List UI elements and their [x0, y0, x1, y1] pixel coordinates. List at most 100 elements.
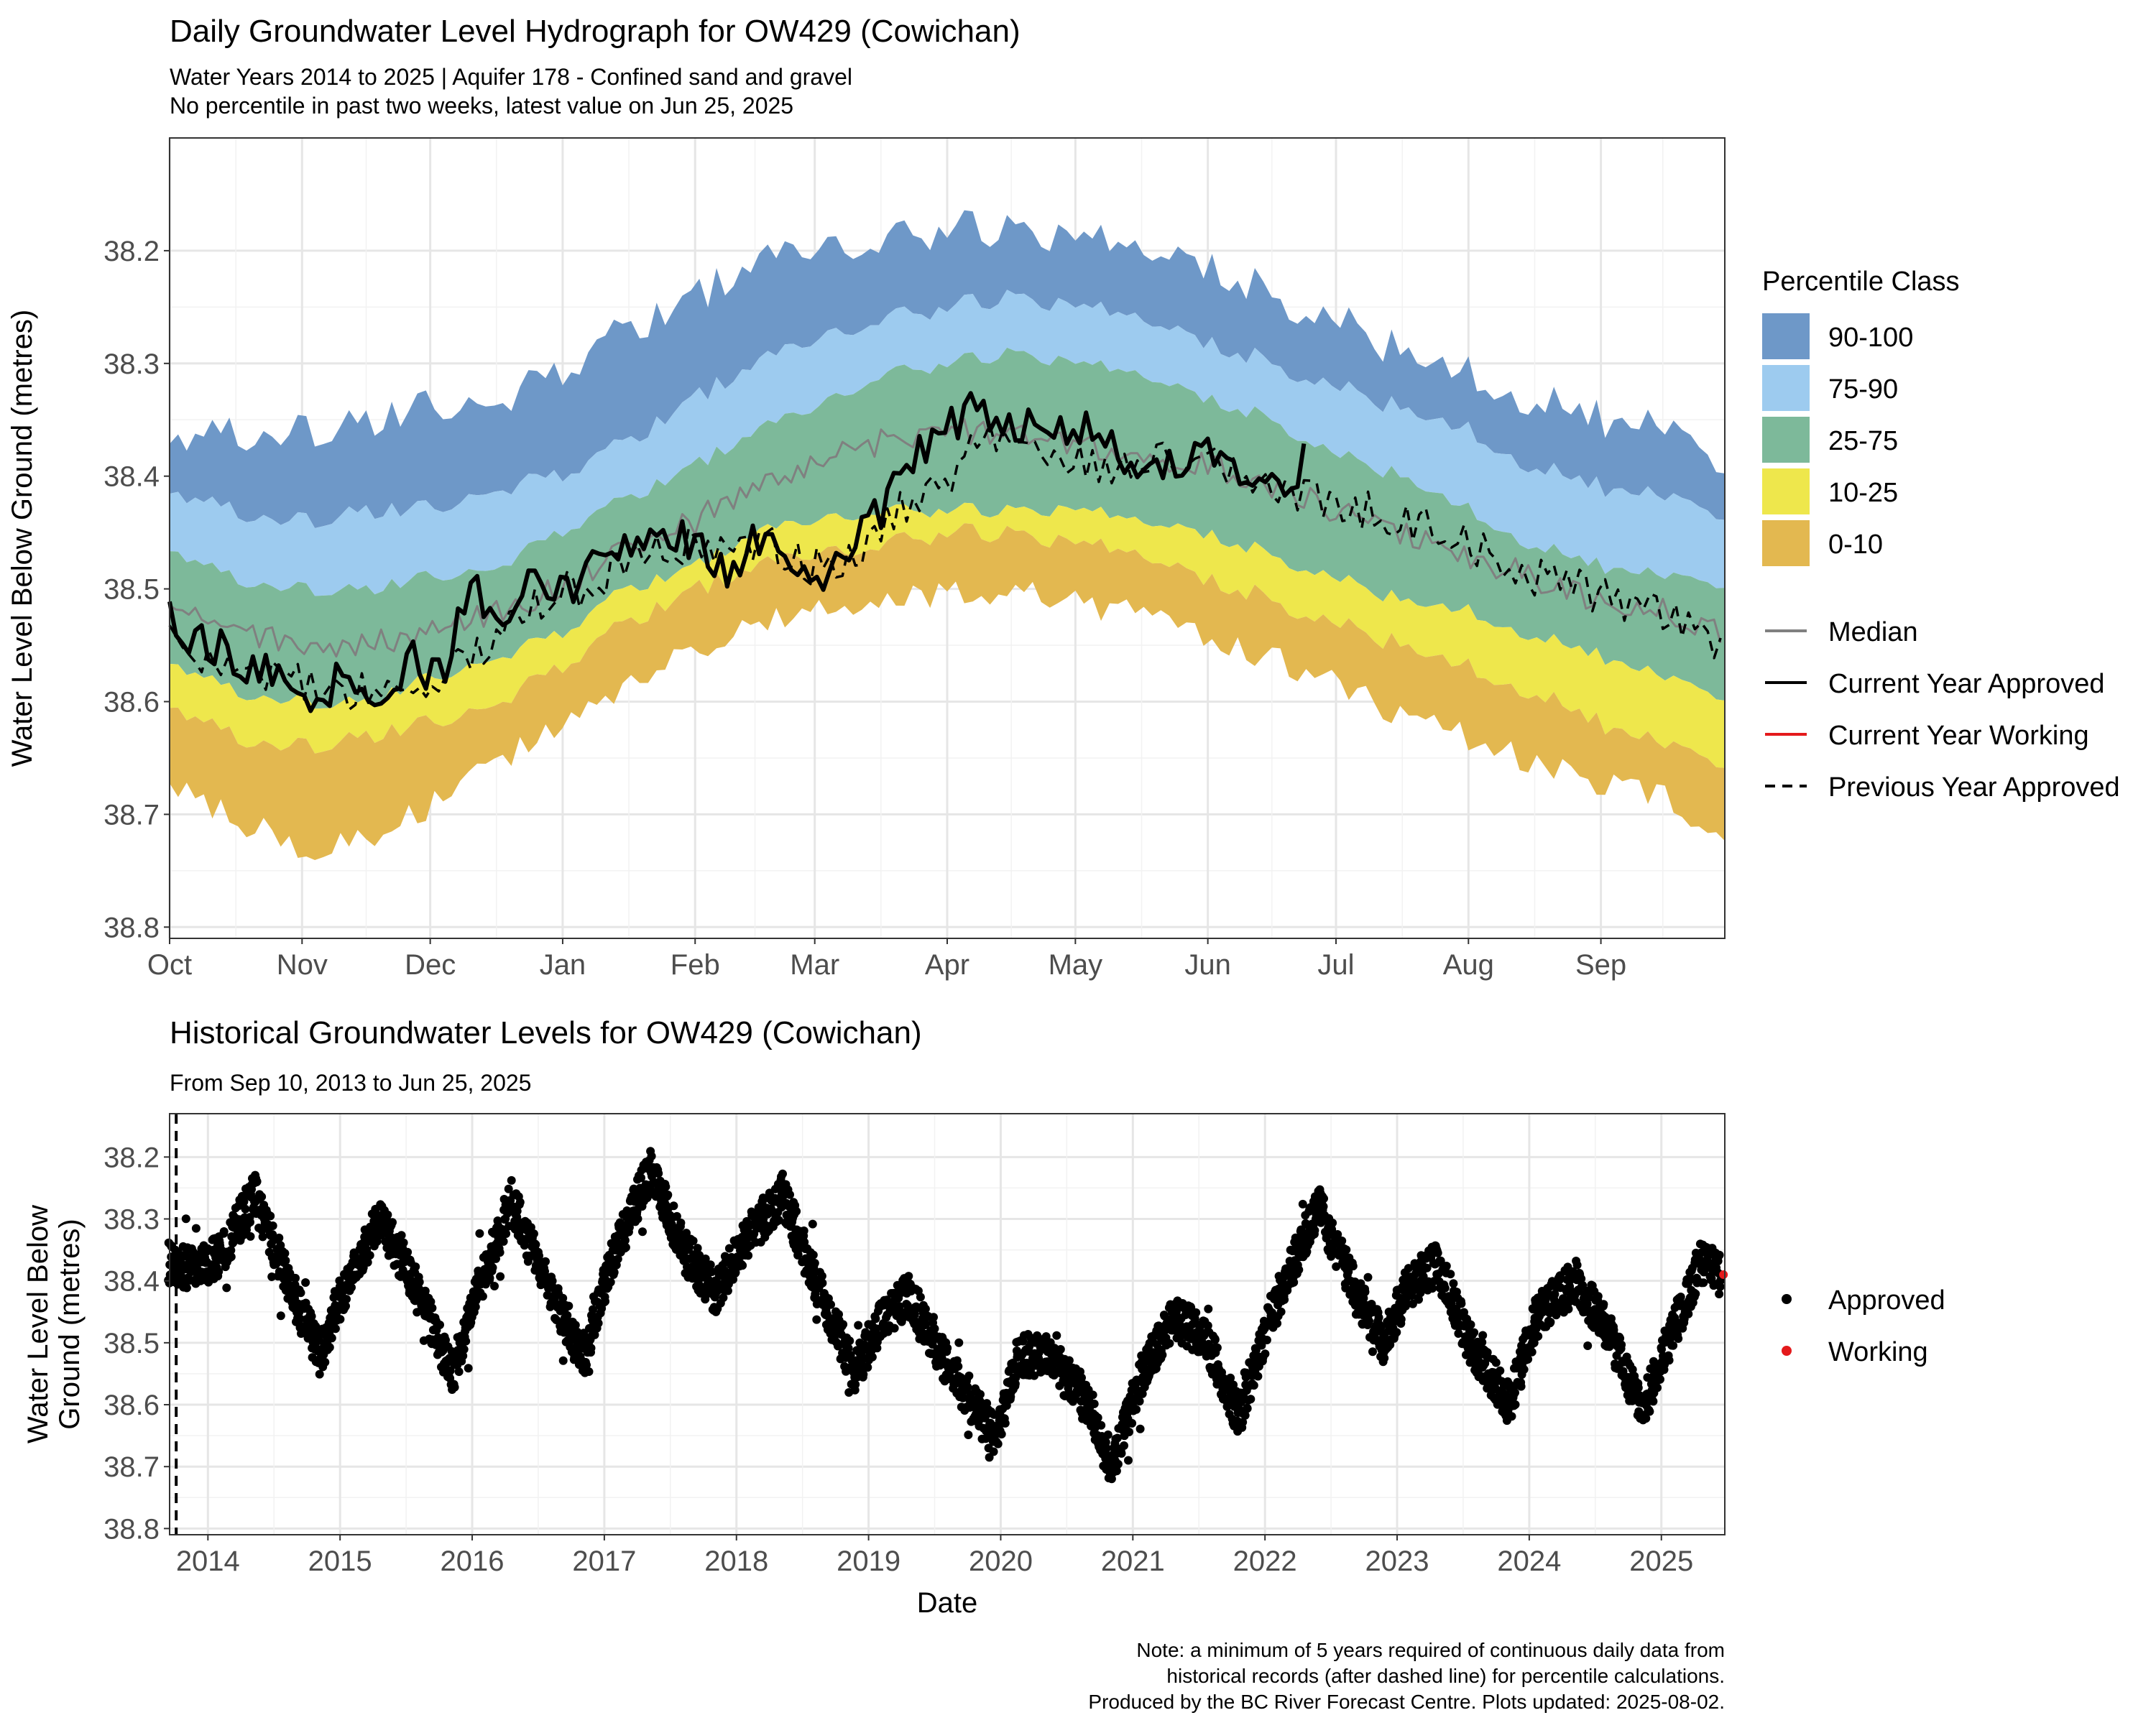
point-approved — [707, 1267, 717, 1276]
legend-label-working: Working — [1828, 1337, 1928, 1367]
point-approved — [1396, 1315, 1406, 1324]
point-approved — [1337, 1237, 1347, 1245]
top-x-tick-labels: Oct Nov Dec Jan Feb Mar Apr May Jun Jul Aug Sep — [147, 938, 1626, 981]
point-approved — [388, 1218, 397, 1227]
top-x-tick-label: Nov — [277, 949, 328, 981]
point-approved — [1550, 1290, 1560, 1299]
top-x-tick-label: Mar — [790, 949, 839, 981]
point-approved — [1374, 1313, 1383, 1322]
point-approved — [601, 1297, 610, 1306]
point-approved — [1056, 1345, 1065, 1354]
point-approved — [1496, 1366, 1505, 1375]
top-x-tick-label: May — [1049, 949, 1103, 981]
point-approved — [341, 1301, 350, 1311]
point-approved — [1478, 1331, 1488, 1340]
point-approved — [1257, 1341, 1266, 1350]
point-approved — [808, 1219, 817, 1229]
point-approved — [241, 1204, 250, 1214]
point-approved — [214, 1267, 224, 1276]
point-approved — [1261, 1349, 1270, 1359]
point-approved — [325, 1343, 334, 1352]
point-approved — [222, 1283, 231, 1293]
point-approved — [1511, 1400, 1520, 1409]
legend-label-0-10: 0-10 — [1828, 530, 1883, 560]
point-approved — [459, 1345, 469, 1354]
point-approved — [1240, 1410, 1250, 1420]
point-approved — [890, 1323, 899, 1333]
point-approved — [1246, 1395, 1256, 1404]
point-approved — [1715, 1282, 1725, 1291]
point-approved — [993, 1439, 1003, 1449]
point-approved — [638, 1227, 647, 1237]
point-approved — [606, 1277, 615, 1287]
point-approved — [347, 1283, 356, 1292]
point-approved — [415, 1277, 424, 1287]
point-approved — [314, 1336, 323, 1345]
point-approved — [490, 1282, 499, 1290]
point-approved — [558, 1293, 568, 1303]
point-approved — [1422, 1263, 1432, 1272]
point-approved — [1541, 1296, 1550, 1306]
point-approved — [976, 1390, 985, 1399]
legend-label-approved: Approved — [1828, 1285, 1945, 1316]
point-approved — [1088, 1390, 1097, 1400]
point-approved — [1276, 1307, 1286, 1316]
point-approved — [1466, 1320, 1475, 1329]
point-approved — [1583, 1299, 1592, 1308]
point-approved — [812, 1315, 821, 1324]
point-approved — [363, 1257, 372, 1267]
point-approved — [1380, 1354, 1389, 1363]
point-approved — [954, 1362, 963, 1371]
top-y-tick-label: 38.2 — [103, 236, 160, 267]
legend-point-approved — [1782, 1294, 1792, 1304]
top-chart-title: Daily Groundwater Level Hydrograph for O… — [170, 14, 1021, 49]
point-approved — [1243, 1404, 1252, 1413]
top-x-tick-label: Sep — [1575, 949, 1626, 981]
point-approved — [943, 1344, 952, 1353]
point-approved — [459, 1352, 468, 1361]
point-approved — [1298, 1199, 1307, 1209]
point-approved — [649, 1178, 658, 1187]
point-approved — [548, 1276, 557, 1285]
point-approved — [621, 1243, 630, 1252]
bottom-x-tick-label: 2022 — [1233, 1546, 1297, 1577]
point-approved — [958, 1393, 967, 1403]
point-approved — [571, 1321, 580, 1330]
point-approved — [1000, 1418, 1010, 1428]
bottom-x-tick-label: 2024 — [1497, 1546, 1561, 1577]
point-approved — [854, 1321, 863, 1330]
point-approved — [1676, 1293, 1685, 1301]
point-approved — [1449, 1279, 1458, 1288]
point-approved — [191, 1224, 201, 1233]
point-approved — [1052, 1331, 1061, 1340]
percentile-band-0-10 — [170, 523, 1725, 860]
point-approved — [1414, 1295, 1423, 1304]
point-approved — [1457, 1299, 1466, 1308]
legend-label-25-75: 25-75 — [1828, 426, 1898, 456]
point-approved — [475, 1229, 484, 1238]
bottom-chart-panel: 38.238.338.438.538.638.738.8 2014 2015 201… — [103, 1113, 1728, 1577]
bottom-x-tick-label: 2015 — [308, 1546, 372, 1577]
legend-label-median: Median — [1828, 617, 1918, 647]
point-approved — [963, 1382, 972, 1392]
point-approved — [275, 1233, 284, 1242]
point-approved — [863, 1363, 872, 1372]
point-approved — [428, 1303, 437, 1313]
point-approved — [792, 1206, 801, 1216]
point-approved — [1103, 1430, 1112, 1439]
point-approved — [246, 1232, 255, 1241]
bottom-x-tick-label: 2023 — [1365, 1546, 1429, 1577]
top-x-tick-label: Dec — [405, 949, 456, 981]
point-approved — [266, 1211, 275, 1221]
point-approved — [719, 1293, 728, 1303]
point-approved — [774, 1216, 783, 1225]
point-approved — [1289, 1277, 1299, 1287]
bottom-x-tick-label: 2014 — [176, 1546, 240, 1577]
point-approved — [1238, 1418, 1248, 1427]
top-y-tick-label: 38.8 — [103, 912, 160, 943]
bottom-y-axis-label-line2: Ground (metres) — [54, 1219, 86, 1429]
note-line-2: historical records (after dashed line) f… — [1166, 1665, 1725, 1687]
point-approved — [1634, 1383, 1643, 1392]
point-approved — [799, 1226, 808, 1235]
point-approved — [1319, 1202, 1328, 1211]
